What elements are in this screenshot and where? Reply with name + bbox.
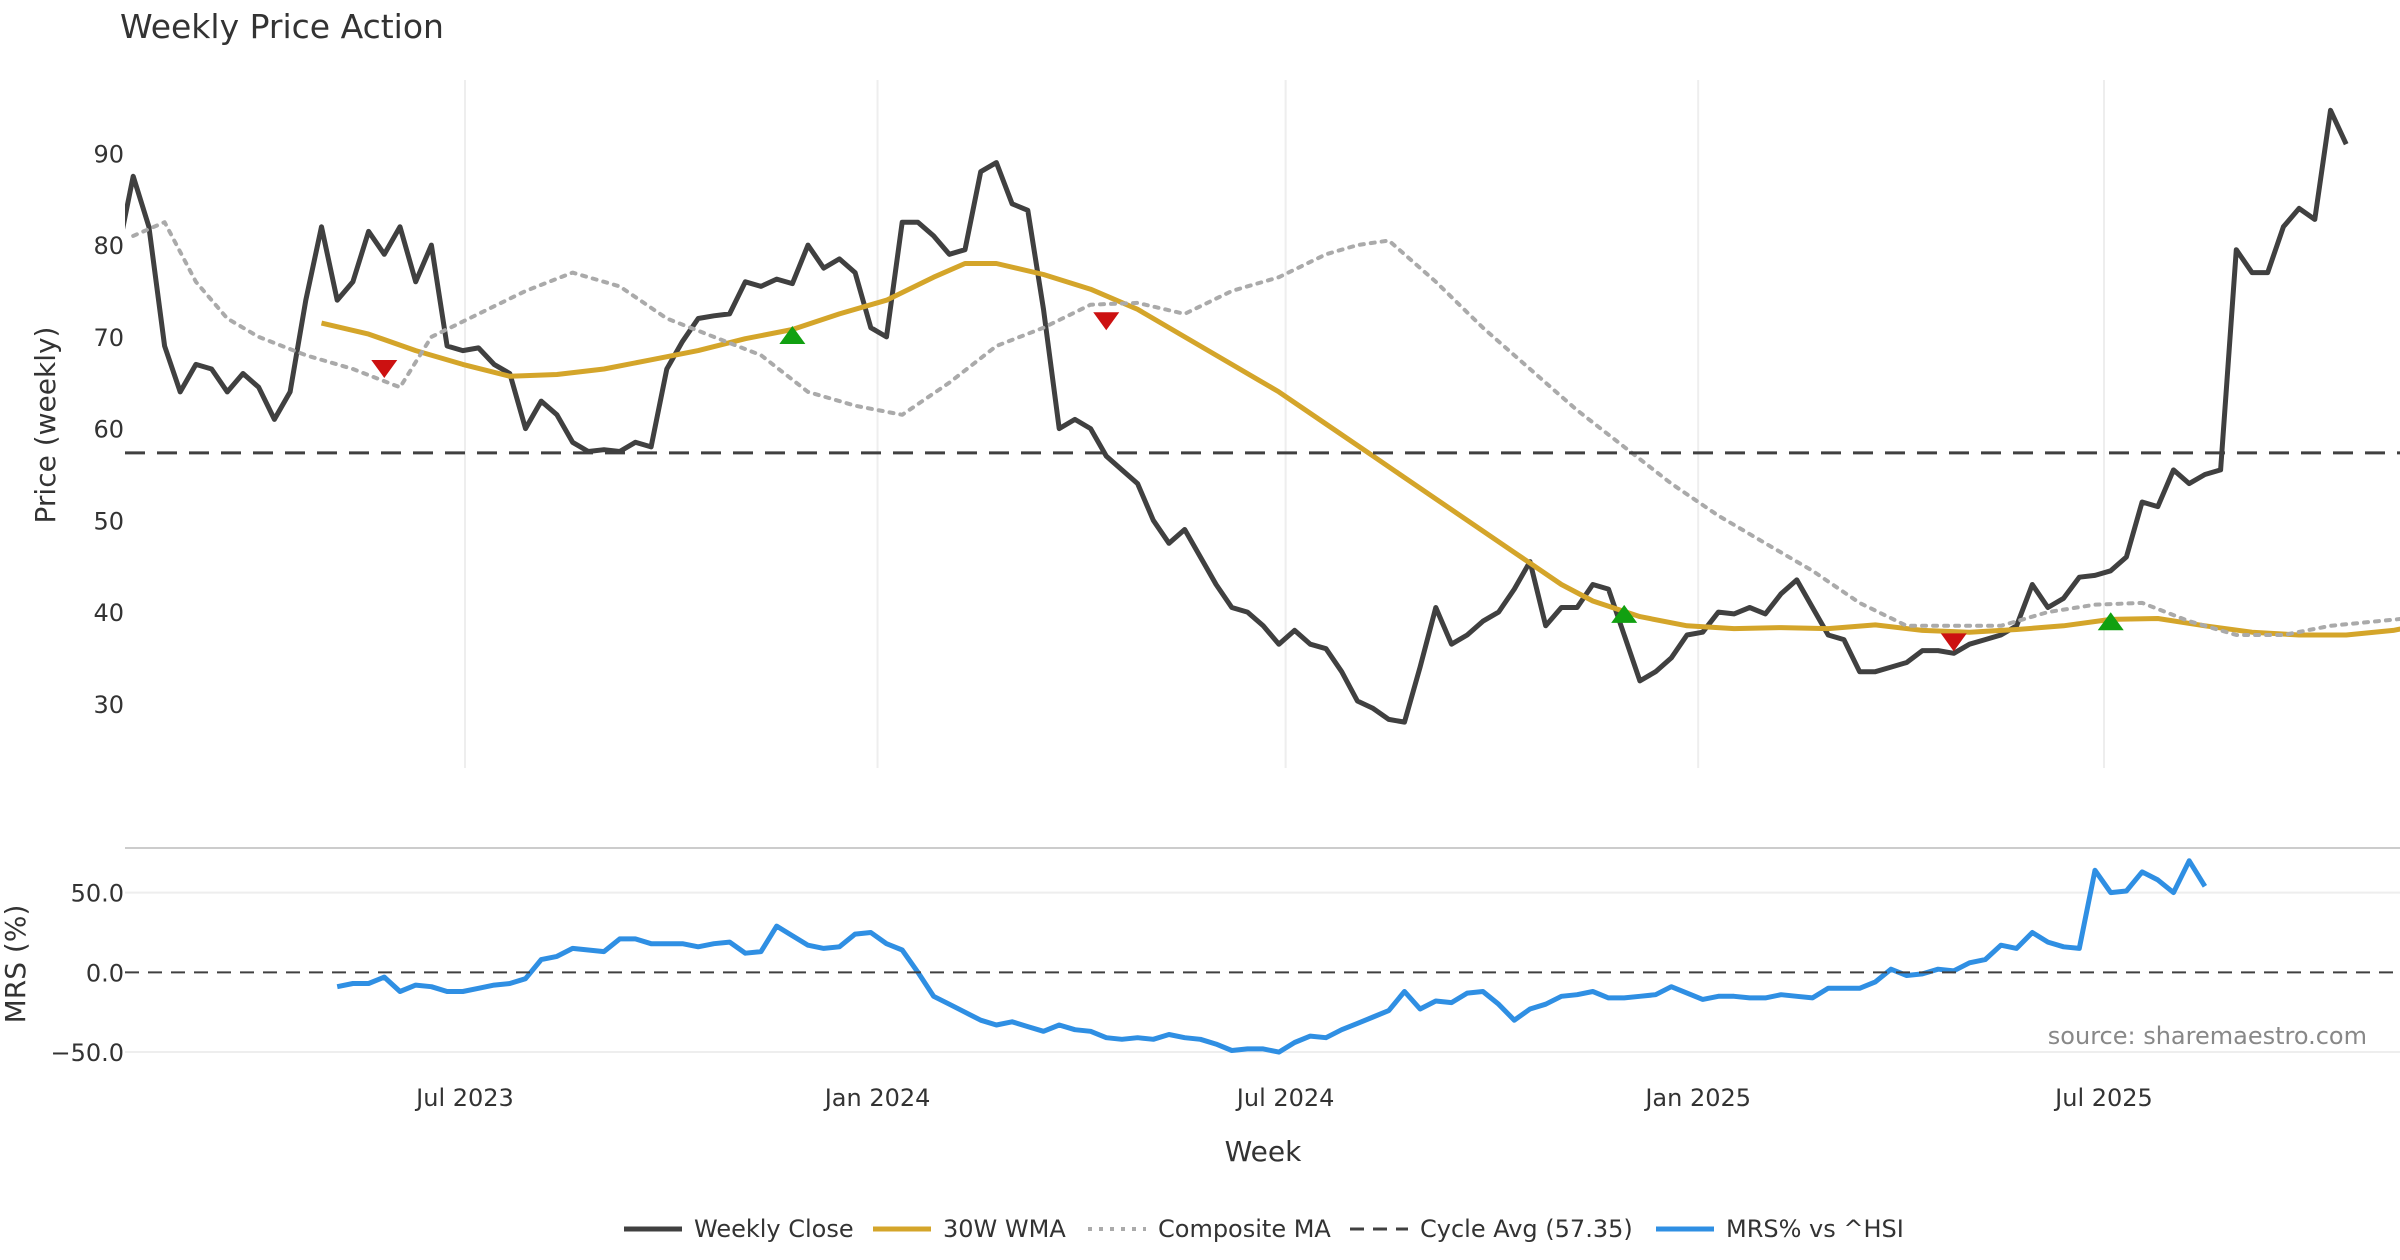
price-panel-gridlines (464, 80, 2105, 768)
series-mrs-vs-hsi (336, 858, 2208, 1055)
series-weekly-close (125, 107, 2349, 725)
legend-label-mrs-vs-hsi: MRS% vs ^HSI (1726, 1215, 1904, 1243)
legend-label-30w-wma: 30W WMA (943, 1215, 1066, 1243)
buy-signal-marker (2097, 612, 2124, 631)
legend-label-weekly-close: Weekly Close (694, 1215, 854, 1243)
source-note: source: sharemaestro.com (2048, 1022, 2367, 1050)
price-y-tick-labels: 30 40 50 60 70 80 90 (93, 140, 124, 718)
mrs-y-tick-labels: −50.0 0.0 50.0 (50, 880, 124, 1067)
price-y-tick: 60 (93, 416, 124, 444)
mrs-panel-gridlines (125, 891, 2400, 1054)
mrs-y-tick: 50.0 (71, 880, 124, 908)
mrs-y-axis-label: MRS (%) (0, 905, 32, 1024)
price-y-tick: 70 (93, 324, 124, 352)
x-tick: Jul 2023 (414, 1084, 514, 1112)
legend-label-composite-ma: Composite MA (1158, 1215, 1331, 1243)
x-tick: Jan 2025 (1643, 1084, 1751, 1112)
mrs-y-tick: 0.0 (86, 959, 124, 987)
buy-signal-marker (779, 326, 806, 345)
price-y-tick: 50 (93, 507, 124, 535)
price-y-tick: 90 (93, 140, 124, 168)
legend: Weekly Close 30W WMA Composite MA Cycle Avg… (624, 1215, 1904, 1243)
series-layer (125, 107, 2400, 1055)
sell-signal-marker (1093, 312, 1120, 331)
x-tick-labels: Jul 2023 Jan 2024 Jul 2024 Jan 2025 Jul 2025 (414, 1084, 2153, 1112)
legend-label-cycle-avg-57-35: Cycle Avg (57.35) (1420, 1215, 1633, 1243)
sell-signal-marker (1940, 633, 1967, 652)
series-composite-ma (131, 220, 2400, 637)
price-y-axis-label: Price (weekly) (29, 327, 62, 524)
mrs-y-tick: −50.0 (50, 1039, 124, 1067)
price-y-tick: 30 (93, 691, 124, 719)
x-tick: Jan 2024 (823, 1084, 931, 1112)
price-y-tick: 80 (93, 232, 124, 260)
sell-signal-marker (371, 359, 398, 378)
signal-markers (371, 312, 2124, 652)
series-30w-wma (320, 261, 2400, 638)
price-y-tick: 40 (93, 599, 124, 627)
x-tick: Jul 2025 (2053, 1084, 2153, 1112)
x-tick: Jul 2024 (1235, 1084, 1335, 1112)
x-axis-label: Week (1225, 1135, 1302, 1168)
buy-signal-marker (1611, 604, 1638, 623)
chart-title: Weekly Price Action (120, 7, 444, 46)
